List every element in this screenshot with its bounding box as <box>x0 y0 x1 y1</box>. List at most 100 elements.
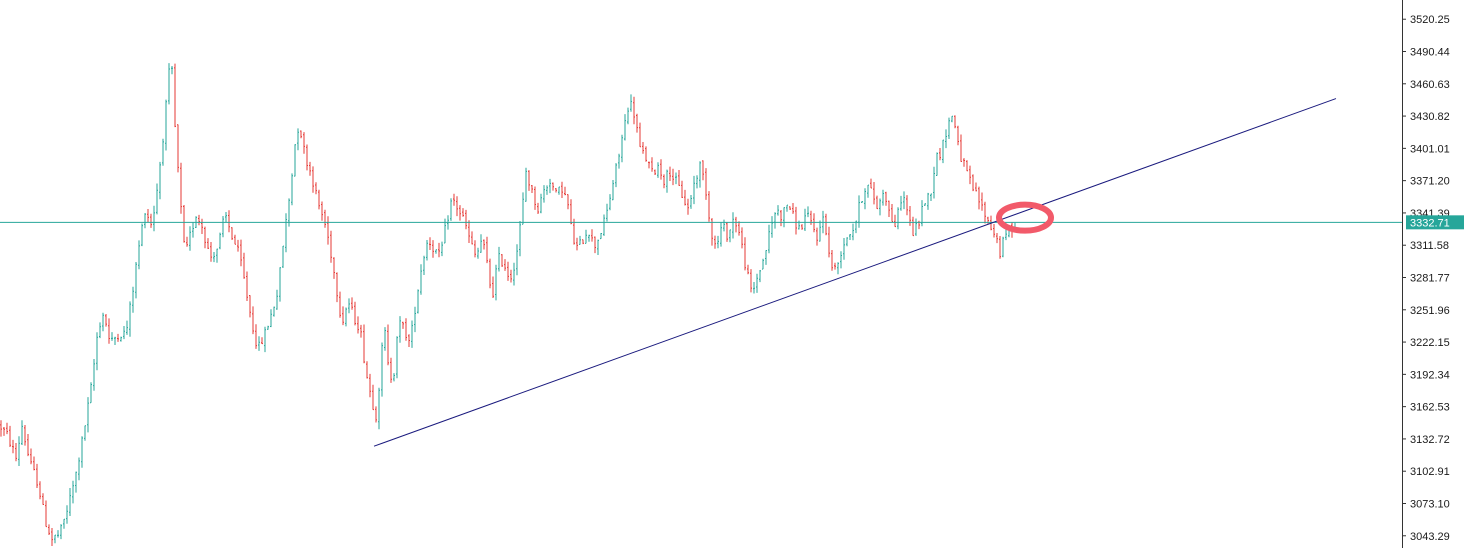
candle <box>384 327 386 351</box>
candle <box>840 251 842 269</box>
candle <box>237 239 239 252</box>
candle <box>423 255 425 275</box>
candle <box>156 183 158 215</box>
price-tick-label: 3520.25 <box>1410 14 1450 26</box>
candle <box>255 324 257 349</box>
candle <box>264 326 266 353</box>
trendline[interactable] <box>373 98 1337 447</box>
candle <box>351 297 353 310</box>
candle <box>843 238 845 260</box>
candle <box>567 194 569 210</box>
candle <box>900 195 902 211</box>
candle <box>681 180 683 198</box>
candle <box>102 312 104 332</box>
candle <box>243 252 245 279</box>
candle <box>405 318 407 341</box>
candle <box>930 193 932 201</box>
candle <box>534 186 536 210</box>
candle <box>579 235 581 245</box>
candle <box>87 397 89 433</box>
price-tick-label: 3162.53 <box>1410 402 1450 414</box>
candle <box>903 191 905 210</box>
candle <box>732 212 734 239</box>
candle <box>906 195 908 216</box>
price-tick-label: 3401.01 <box>1410 143 1450 155</box>
candle <box>309 161 311 176</box>
candle <box>456 196 458 217</box>
candle <box>621 134 623 163</box>
candle <box>342 306 344 326</box>
candle <box>123 326 125 340</box>
candle <box>954 115 956 129</box>
candle <box>78 457 80 481</box>
candle <box>9 425 11 447</box>
candle <box>525 167 527 202</box>
candle <box>771 216 773 238</box>
candle <box>339 291 341 318</box>
candle <box>516 244 518 276</box>
candle <box>561 181 563 198</box>
candle <box>108 318 110 344</box>
candle <box>459 205 461 221</box>
candle <box>585 229 587 244</box>
candle <box>450 198 452 221</box>
candle <box>324 209 326 228</box>
candle <box>207 238 209 249</box>
candle <box>213 252 215 263</box>
candle <box>168 63 170 105</box>
candle <box>507 261 509 281</box>
candle <box>591 229 593 242</box>
candle <box>597 239 599 255</box>
highlight-ellipse[interactable] <box>996 201 1054 234</box>
candle <box>45 500 47 528</box>
candle <box>192 222 194 238</box>
price-axis[interactable]: 3520.25 3490.44 3460.63 3430.82 3401.01 3371.… <box>1402 14 1450 543</box>
candle <box>228 210 230 233</box>
candle <box>675 172 677 185</box>
candle <box>27 434 29 457</box>
candle <box>636 113 638 133</box>
candle <box>549 178 551 194</box>
candle <box>0 420 2 437</box>
candle <box>744 237 746 271</box>
candle <box>33 456 35 471</box>
candle <box>570 199 572 225</box>
candle <box>498 246 500 272</box>
candle <box>171 66 173 75</box>
candle <box>453 193 455 206</box>
candle <box>729 229 731 243</box>
candle <box>774 212 776 229</box>
candle <box>852 223 854 241</box>
candle <box>408 334 410 347</box>
candle <box>276 289 278 310</box>
candle <box>648 161 650 169</box>
candle <box>693 175 695 205</box>
candle <box>411 320 413 348</box>
candle <box>486 236 488 264</box>
candle <box>783 207 785 228</box>
candle <box>186 236 188 247</box>
candle <box>429 237 431 250</box>
candle <box>285 213 287 253</box>
candle <box>90 382 92 404</box>
candle <box>522 192 524 225</box>
candle <box>738 221 740 236</box>
candle <box>996 233 998 244</box>
current-price-badge-bg <box>1406 215 1464 230</box>
candle <box>627 107 629 125</box>
candle <box>888 200 890 217</box>
candle <box>375 406 377 423</box>
candle <box>306 144 308 171</box>
candle <box>270 309 272 328</box>
price-tick-label: 3311.58 <box>1410 240 1449 252</box>
candle <box>165 99 167 151</box>
current-price-label: 3332.71 <box>1410 217 1450 229</box>
candle <box>297 128 299 151</box>
candle <box>120 336 122 342</box>
candle <box>651 157 653 172</box>
candle <box>321 201 323 221</box>
candle <box>933 166 935 199</box>
candle <box>36 463 38 488</box>
